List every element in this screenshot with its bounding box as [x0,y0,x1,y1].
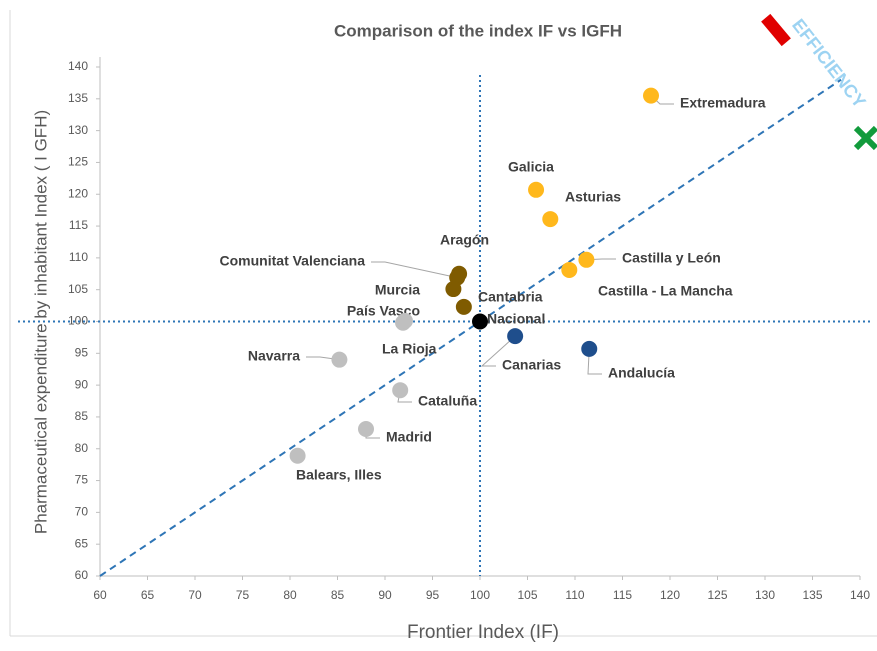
y-axis-label: Pharmaceutical expenditure by inhabitant… [31,110,50,534]
y-tick-label: 135 [68,91,88,105]
x-tick-label: 130 [755,588,775,602]
point [331,351,348,368]
point-label: Castilla - La Mancha [598,283,733,299]
point-label: Balears, Illes [296,467,382,483]
y-tick-label: 95 [75,345,89,359]
point [455,298,472,315]
point [542,211,559,228]
point [528,181,545,198]
point-label: Comunitat Valenciana [220,253,366,269]
x-tick-label: 135 [802,588,822,602]
x-tick-label: 120 [660,588,680,602]
point [472,313,488,330]
point [581,340,598,357]
point [561,261,578,278]
x-tick-label: 110 [565,588,584,602]
point-label: La Rioja [382,341,437,357]
point-label: Canarias [502,357,561,373]
diagonal [99,78,842,577]
y-tick-label: 65 [75,536,89,550]
green-cross [853,125,877,151]
point-label: Asturias [565,189,621,205]
point [289,447,306,464]
x-tick-label: 80 [283,588,297,602]
annotation: EFFICIENCY [788,15,870,112]
y-tick-label: 75 [75,473,89,487]
point-label: Cantabria [478,289,543,305]
point [507,328,524,345]
x-tick-label: 100 [470,588,490,602]
y-tick-label: 120 [68,186,88,200]
point [358,421,374,438]
point-label: Cataluña [418,393,477,409]
point-label: Murcia [375,282,420,298]
x-tick-label: 65 [141,588,155,602]
x-axis-label: Frontier Index (IF) [407,622,559,643]
y-tick-label: 105 [68,282,88,296]
red-marker [761,13,791,47]
chart-title: Comparison of the index IF vs IGFH [334,21,622,40]
x-tick-label: 90 [378,588,392,602]
x-tick-label: 85 [331,588,345,602]
point-label: Extremadura [680,95,766,111]
y-tick-label: 140 [68,59,88,73]
y-tick-label: 70 [75,505,89,519]
point-label: Madrid [386,429,432,445]
x-tick-label: 125 [707,588,727,602]
y-tick-label: 125 [68,155,88,169]
point-label: Nacional [487,311,545,327]
y-tick-label: 60 [75,568,89,582]
point-label: Andalucía [608,365,675,381]
x-tick-label: 115 [613,588,632,602]
y-tick-label: 90 [75,377,89,391]
x-tick-label: 75 [236,588,250,602]
point [445,281,462,298]
point-label: Navarra [248,348,300,364]
point [578,251,595,268]
x-tick-label: 105 [517,588,537,602]
x-tick-label: 95 [426,588,440,602]
point [396,312,413,329]
point [643,87,659,104]
y-tick-label: 110 [69,250,88,264]
point-label: Aragón [440,232,489,248]
y-tick-label: 130 [68,123,88,137]
leader-line [371,261,458,279]
point-label: Castilla y León [622,250,721,266]
y-tick-label: 115 [69,218,88,232]
x-tick-label: 140 [850,588,870,602]
x-tick-label: 70 [188,588,202,602]
point-label: Galicia [508,159,554,175]
leader-line [587,348,602,375]
x-tick-label: 60 [93,588,107,602]
leader-line [480,335,516,367]
y-tick-label: 80 [75,441,89,455]
y-tick-label: 85 [75,409,89,423]
point [392,382,409,399]
